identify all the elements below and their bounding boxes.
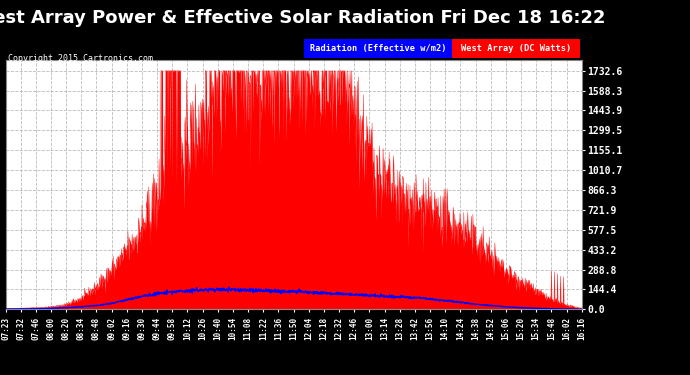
Text: West Array (DC Watts): West Array (DC Watts) <box>461 44 571 53</box>
Text: West Array Power & Effective Solar Radiation Fri Dec 18 16:22: West Array Power & Effective Solar Radia… <box>0 9 606 27</box>
Text: Radiation (Effective w/m2): Radiation (Effective w/m2) <box>310 44 446 53</box>
Text: Copyright 2015 Cartronics.com: Copyright 2015 Cartronics.com <box>8 54 153 63</box>
